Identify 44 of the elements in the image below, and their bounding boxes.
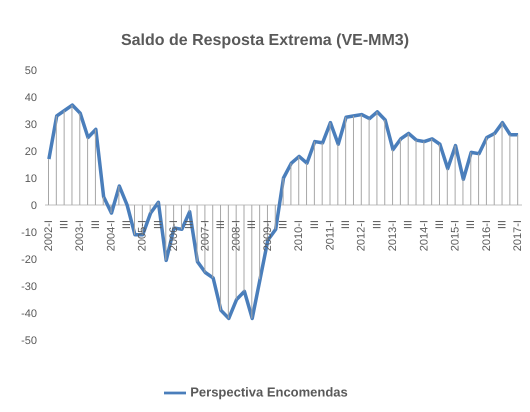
y-tick-label: -20 <box>21 254 37 266</box>
y-tick-label: 10 <box>24 172 37 185</box>
x-tick-label: III <box>434 220 446 230</box>
x-tick-label: III <box>371 220 384 230</box>
x-tick-label: 2010-I <box>293 220 306 252</box>
x-tick-label: III <box>496 220 508 230</box>
x-tick-label: III <box>214 220 227 230</box>
x-tick-label: 2002-I <box>42 220 55 252</box>
x-tick-label: 2007-I <box>199 220 212 252</box>
x-tick-label: III <box>340 220 352 230</box>
x-tick-label: III <box>246 220 258 230</box>
y-tick-label: -40 <box>21 308 37 320</box>
x-tick-label: III <box>278 220 290 230</box>
x-tick-label: 2013-I <box>386 220 399 252</box>
x-tick-label: III <box>184 220 196 230</box>
x-tick-label: 2012-I <box>356 220 368 252</box>
x-tick-label: 2003-I <box>74 220 86 252</box>
y-tick-label: -30 <box>21 280 37 293</box>
y-tick-label: -50 <box>21 334 37 347</box>
x-tick-label: 2017-I <box>512 220 524 252</box>
y-tick-label: 40 <box>24 92 37 104</box>
x-tick-label: 2009-I <box>262 220 274 252</box>
y-tick-label: 20 <box>24 146 37 158</box>
x-tick-label: III <box>90 220 102 230</box>
y-tick-label: 50 <box>24 64 37 77</box>
x-tick-label: 2005-I <box>136 220 149 252</box>
y-tick-label: -10 <box>21 226 37 239</box>
x-tick-label: 2004-I <box>105 220 118 252</box>
x-tick-label: 2008-I <box>230 220 243 252</box>
x-tick-label: 2006-I <box>168 220 180 252</box>
x-tick-label: III <box>465 220 478 230</box>
x-tick-label: III <box>58 220 71 230</box>
x-tick-label: III <box>121 220 134 230</box>
x-tick-label: 2011-I <box>324 220 336 250</box>
y-tick-label: 0 <box>30 200 37 212</box>
x-tick-label: 2016-I <box>480 220 493 252</box>
legend-label: Perspectiva Encomendas <box>190 384 348 400</box>
x-tick-label: 2015-I <box>450 220 462 252</box>
chart-title: Saldo de Resposta Extrema (VE-MM3) <box>120 32 410 50</box>
x-tick-label: III <box>152 220 164 230</box>
x-tick-label: 2014-I <box>418 220 430 252</box>
y-tick-label: 30 <box>24 118 37 131</box>
x-tick-label: III <box>402 220 415 230</box>
x-tick-label: III <box>308 220 321 230</box>
